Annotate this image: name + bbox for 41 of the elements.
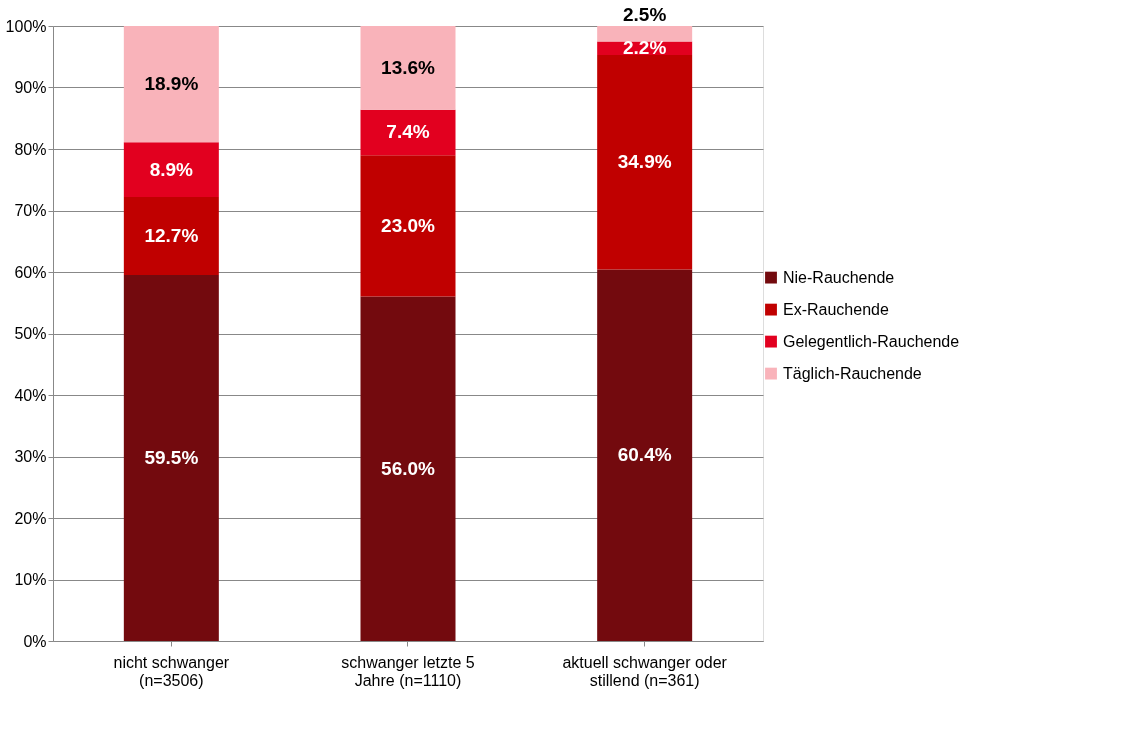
x-tick-label: schwanger letzte 5 Jahre (n=1110) — [341, 653, 475, 689]
legend-label: Täglich-Rauchende — [783, 364, 922, 382]
data-label: 12.7% — [144, 225, 199, 247]
data-label: 7.4% — [386, 121, 430, 143]
bar — [360, 109, 456, 156]
data-label: 60.4% — [617, 444, 672, 466]
bar — [597, 54, 693, 270]
bar — [597, 269, 693, 641]
legend-label: Ex-Rauchende — [783, 300, 889, 318]
y-tick-label: 80% — [14, 140, 47, 158]
y-tick-label: 50% — [14, 325, 47, 342]
x-tick-label: nicht schwanger (n=3506) — [113, 653, 230, 689]
y-tick-label: 10% — [14, 571, 47, 588]
data-label: 8.9% — [149, 158, 194, 180]
data-label: 23.0% — [381, 214, 436, 236]
data-label: 2.2% — [623, 37, 667, 59]
y-tick-label: 30% — [14, 448, 47, 465]
bar — [123, 275, 219, 641]
bar — [123, 196, 219, 276]
data-label: 59.5% — [144, 447, 199, 469]
legend-label: Gelegentlich-Rauchende — [783, 332, 960, 350]
data-label: 56.0% — [381, 457, 436, 479]
y-tick-label: 70% — [14, 202, 47, 219]
y-tick-label: 0% — [23, 632, 47, 650]
bar — [597, 26, 693, 42]
y-tick-label: 60% — [14, 263, 47, 281]
legend-label: Nie-Rauchende — [783, 268, 895, 286]
x-tick-label: aktuell schwanger oder stillend (n=361) — [562, 653, 728, 689]
y-tick-label: 20% — [14, 509, 47, 527]
bar — [360, 155, 456, 297]
bar — [123, 26, 219, 143]
data-label: 34.9% — [617, 151, 672, 173]
bar — [123, 142, 219, 197]
data-label: 2.5% — [623, 3, 667, 25]
y-tick-label: 40% — [14, 386, 47, 404]
data-label: 18.9% — [144, 73, 199, 95]
bar — [360, 296, 456, 641]
y-tick-label: 100% — [5, 17, 47, 35]
bar — [360, 26, 456, 110]
data-label: 13.6% — [381, 56, 436, 78]
y-tick-label: 90% — [14, 79, 47, 96]
